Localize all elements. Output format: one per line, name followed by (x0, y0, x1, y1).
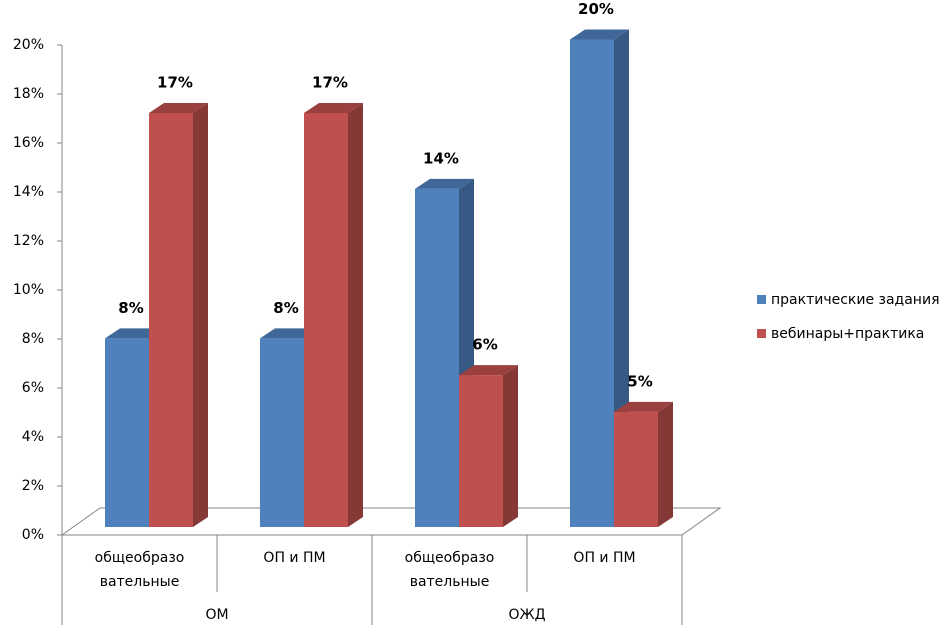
bar (459, 375, 503, 527)
y-tick-label: 8% (22, 331, 44, 347)
bar-top (459, 365, 518, 376)
bar (415, 188, 459, 527)
y-tick-label: 10% (13, 282, 44, 298)
bar (614, 411, 658, 527)
y-tick-label: 12% (13, 233, 44, 249)
bar (149, 112, 193, 527)
x-tick-label: общеобразо (405, 550, 495, 566)
value-label: 5% (627, 372, 652, 390)
x-tick-label: вательные (410, 574, 490, 590)
bar-top (149, 102, 208, 113)
bar (260, 338, 304, 527)
bar (570, 39, 614, 527)
bar-side (348, 102, 363, 527)
legend-swatch (757, 295, 766, 304)
bar-side (193, 102, 208, 527)
bar-top (304, 102, 363, 113)
x-tick-label: вательные (100, 574, 180, 590)
value-label: 20% (578, 0, 614, 18)
group-label: ОМ (205, 607, 228, 623)
bar-side (614, 29, 629, 527)
bar-side (503, 365, 518, 527)
y-tick-label: 0% (22, 527, 44, 543)
value-label: 14% (423, 149, 459, 167)
y-tick-label: 6% (22, 380, 44, 396)
value-label: 17% (312, 73, 348, 91)
value-label: 17% (157, 73, 193, 91)
x-tick-label: общеобразо (95, 550, 185, 566)
x-tick-label: ОП и ПМ (573, 550, 635, 566)
y-tick-label: 2% (22, 478, 44, 494)
y-tick-label: 14% (13, 184, 44, 200)
legend-swatch (757, 329, 766, 338)
legend-label: вебинары+практика (771, 326, 924, 342)
bar-top (415, 178, 474, 189)
value-label: 8% (273, 299, 298, 317)
y-tick-label: 20% (13, 37, 44, 53)
value-label: 6% (472, 336, 497, 354)
legend-label: практические задания (771, 292, 940, 308)
bar-top (570, 29, 629, 40)
y-tick-label: 16% (13, 135, 44, 151)
y-tick-label: 18% (13, 86, 44, 102)
x-tick-label: ОП и ПМ (263, 550, 325, 566)
bar (105, 338, 149, 527)
bar (304, 112, 348, 527)
group-label: ОЖД (508, 607, 545, 623)
bar-side (658, 401, 673, 527)
value-label: 8% (118, 299, 143, 317)
y-tick-label: 4% (22, 429, 44, 445)
floor (60, 507, 722, 536)
bar-top (614, 401, 673, 412)
